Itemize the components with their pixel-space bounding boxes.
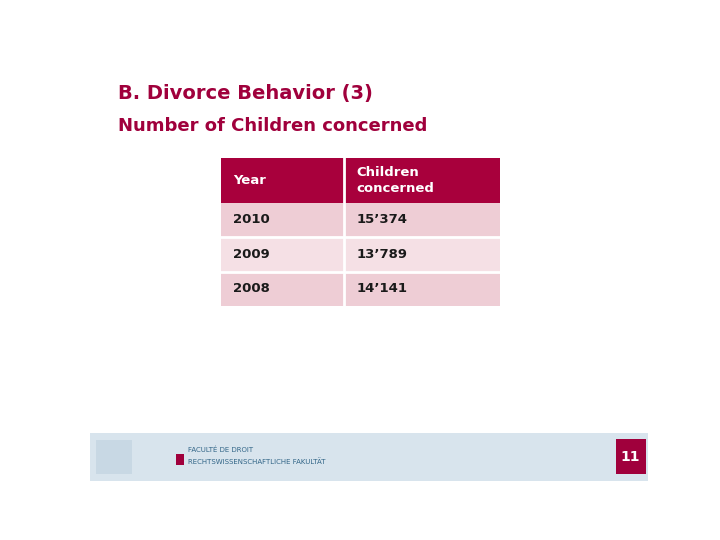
FancyBboxPatch shape [90, 433, 648, 481]
Text: RECHTSWISSENSCHAFTLICHE FAKULTÄT: RECHTSWISSENSCHAFTLICHE FAKULTÄT [188, 458, 325, 465]
Text: B. Divorce Behavior (3): B. Divorce Behavior (3) [118, 84, 373, 103]
FancyBboxPatch shape [221, 202, 500, 237]
FancyBboxPatch shape [96, 440, 132, 474]
Text: 14’141: 14’141 [356, 282, 408, 295]
Text: Year: Year [233, 174, 266, 187]
Text: FACULTÉ DE DROIT: FACULTÉ DE DROIT [188, 447, 253, 453]
Text: Children
concerned: Children concerned [356, 166, 434, 195]
Text: 2010: 2010 [233, 213, 270, 226]
FancyBboxPatch shape [221, 237, 500, 272]
FancyBboxPatch shape [616, 439, 647, 474]
Text: 15’374: 15’374 [356, 213, 408, 226]
FancyBboxPatch shape [221, 158, 500, 202]
Text: 13’789: 13’789 [356, 248, 408, 261]
FancyBboxPatch shape [176, 454, 184, 465]
Text: 2008: 2008 [233, 282, 270, 295]
Text: Number of Children concerned: Number of Children concerned [118, 117, 427, 135]
Text: 11: 11 [621, 450, 640, 464]
Text: 2009: 2009 [233, 248, 270, 261]
FancyBboxPatch shape [221, 272, 500, 306]
